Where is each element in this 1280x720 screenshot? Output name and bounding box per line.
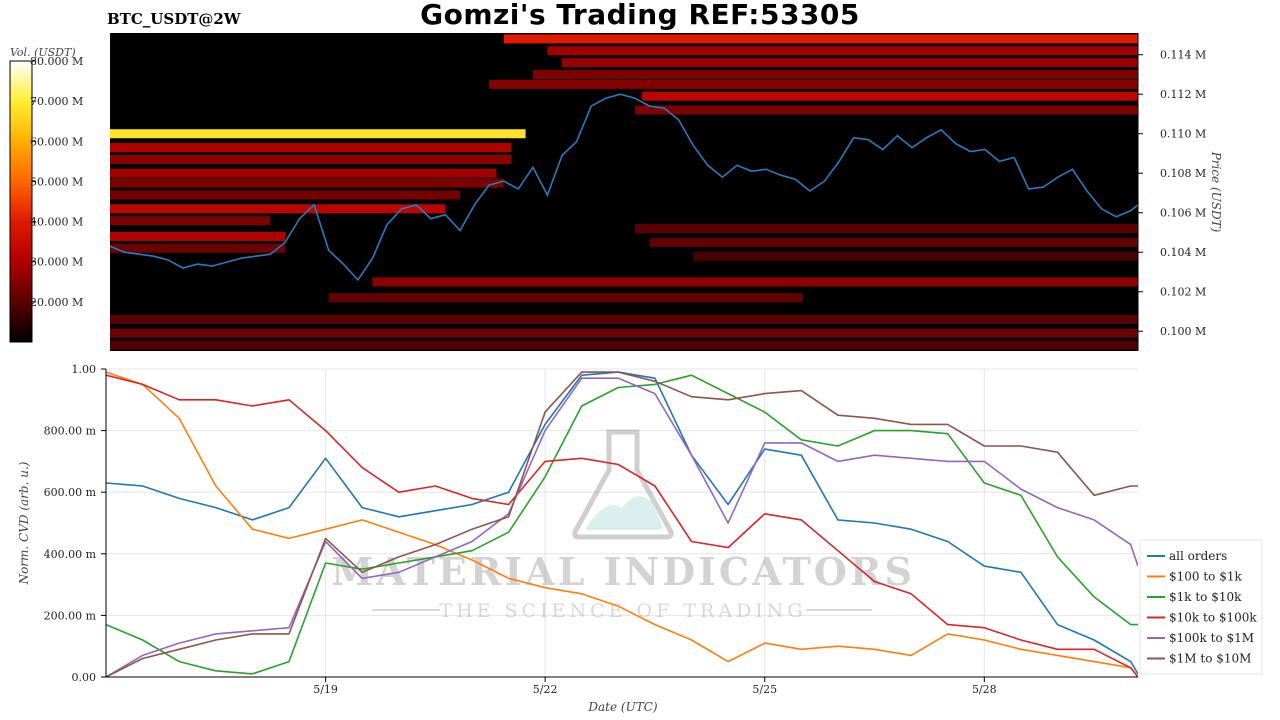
heatmap-wall <box>110 314 1138 324</box>
heatmap-wall <box>110 204 446 214</box>
price-tick-label: 0.104 M <box>1160 246 1206 259</box>
heatmap-wall <box>110 340 1138 350</box>
legend: all orders $100 to $1k $1k to $10k $10k to … <box>1139 539 1263 675</box>
colorbar-tick-label: 80.000 M <box>30 55 83 68</box>
watermark-subtitle: THE SCIENCE OF TRADING <box>439 600 806 622</box>
colorbar-label: Vol. (USDT) <box>10 46 76 59</box>
heatmap-wall <box>110 178 504 188</box>
cvd-x-tick-label: 5/22 <box>533 683 558 696</box>
cvd-x-axis-label: Date (UTC) <box>587 700 657 714</box>
heatmap-wall <box>110 154 511 164</box>
heatmap-wall <box>503 34 1138 44</box>
cvd-y-tick-label: 600.00 m <box>44 486 97 499</box>
cvd-series-line <box>106 371 1138 677</box>
heatmap-wall <box>642 91 1138 101</box>
colorbar-tick-label: 60.000 M <box>30 135 83 148</box>
legend-items: all orders $100 to $1k $1k to $10k $10k to … <box>1147 549 1257 666</box>
heatmap-panel: 0.100 M 0.102 M 0.104 M 0.106 M 0.108 M 0.110… <box>110 33 1223 351</box>
heatmap-wall <box>489 79 1138 89</box>
legend-label: $1M to $10M <box>1169 652 1251 666</box>
cvd-lines <box>106 371 1138 677</box>
price-tick-label: 0.102 M <box>1160 286 1206 299</box>
heatmap-wall <box>328 293 803 303</box>
cvd-series-line <box>106 371 1138 677</box>
heatmap-wall <box>110 243 285 253</box>
legend-box <box>1139 539 1263 675</box>
legend-label: $1k to $10k <box>1169 590 1242 604</box>
price-ticks: 0.100 M 0.102 M 0.104 M 0.106 M 0.108 M 0.110… <box>1138 49 1206 338</box>
watermark-title: MATERIAL INDICATORS <box>331 549 915 594</box>
cvd-x-tick-label: 5/19 <box>313 683 338 696</box>
heatmap-wall <box>372 277 1138 287</box>
flask-liquid-icon <box>586 496 663 530</box>
price-axis-label: Price (USDT) <box>1209 151 1223 233</box>
flask-icon <box>572 429 674 540</box>
heatmap-wall <box>110 129 526 139</box>
heatmap-wall <box>634 105 1138 115</box>
pair-label: BTC_USDT@2W <box>107 10 241 28</box>
colorbar-tick-label: 20.000 M <box>30 296 83 309</box>
heatmap-wall <box>110 231 285 241</box>
colorbar-tick-label: 70.000 M <box>30 95 83 108</box>
heatmap-wall <box>110 143 511 153</box>
cvd-y-tick-label: 1.00 <box>72 363 97 376</box>
heatmap-wall <box>110 328 1138 338</box>
colorbar-tick-label: 50.000 M <box>30 175 83 188</box>
heatmap-wall <box>547 46 1138 56</box>
cvd-x-tick-label: 5/28 <box>972 683 997 696</box>
colorbar-tick-label: 30.000 M <box>30 256 83 269</box>
heatmap-wall <box>532 69 1138 79</box>
cvd-x-ticks: 5/19 5/22 5/25 5/28 <box>313 677 997 696</box>
chart-title: Gomzi's Trading REF:53305 <box>420 0 860 31</box>
price-tick-label: 0.108 M <box>1160 167 1206 180</box>
cvd-y-ticks: 0.00 200.00 m 400.00 m 600.00 m 800.00 m 1.00 <box>44 363 106 684</box>
cvd-y-tick-label: 0.00 <box>72 671 97 684</box>
cvd-y-tick-label: 400.00 m <box>44 548 97 561</box>
watermark: MATERIAL INDICATORS THE SCIENCE OF TRADI… <box>331 429 915 622</box>
heatmap-wall <box>110 168 497 178</box>
price-line <box>110 93 1138 282</box>
cvd-y-tick-label: 200.00 m <box>44 609 97 622</box>
price-tick-label: 0.110 M <box>1160 128 1206 141</box>
heatmap-wall <box>110 190 460 200</box>
heatmap-walls <box>110 34 1138 350</box>
price-tick-label: 0.112 M <box>1160 88 1206 101</box>
cvd-series-line <box>106 377 1138 677</box>
heatmap-wall <box>110 216 271 226</box>
heatmap-wall <box>693 251 1138 261</box>
cvd-series-line <box>106 371 1138 675</box>
cvd-panel: MATERIAL INDICATORS THE SCIENCE OF TRADI… <box>17 363 1263 714</box>
legend-label: $100 to $1k <box>1169 570 1242 584</box>
heatmap-wall <box>562 58 1138 68</box>
cvd-x-tick-label: 5/25 <box>752 683 777 696</box>
cvd-series-line <box>106 374 1138 677</box>
heatmap-wall <box>634 224 1138 234</box>
colorbar-tick-label: 40.000 M <box>30 216 83 229</box>
price-tick-label: 0.100 M <box>1160 325 1206 338</box>
colorbar: Vol. (USDT) 20.000 M 30.000 M 40.000 M 50.0… <box>9 46 83 343</box>
legend-label: $100k to $1M <box>1169 631 1254 645</box>
colorbar-ticks: 20.000 M 30.000 M 40.000 M 50.000 M 60.000 M… <box>30 55 83 309</box>
colorbar-bar <box>9 60 33 343</box>
legend-label: all orders <box>1169 549 1227 563</box>
price-tick-label: 0.106 M <box>1160 207 1206 220</box>
legend-label: $10k to $100k <box>1169 611 1257 625</box>
heatmap-wall <box>649 237 1138 247</box>
cvd-y-axis-label: Norm. CVD (arb. u.) <box>17 461 31 585</box>
cvd-y-tick-label: 800.00 m <box>44 425 97 438</box>
price-tick-label: 0.114 M <box>1160 49 1206 62</box>
